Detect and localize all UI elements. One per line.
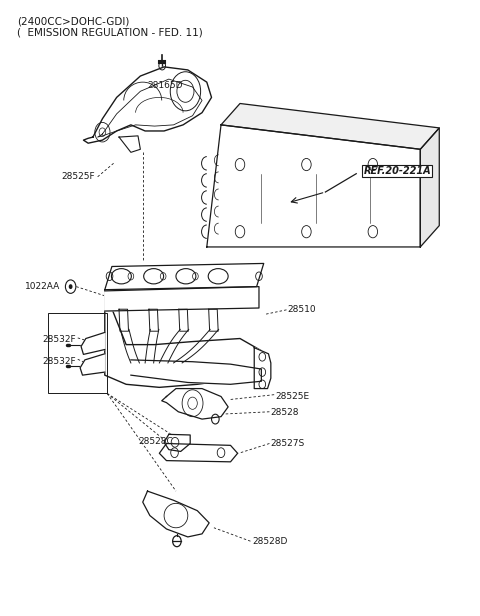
Circle shape [69, 284, 72, 289]
Polygon shape [80, 354, 105, 375]
Polygon shape [105, 286, 259, 311]
Polygon shape [105, 264, 264, 290]
Text: 28528C: 28528C [139, 437, 174, 445]
Polygon shape [420, 128, 439, 247]
Polygon shape [105, 291, 261, 387]
Text: (  EMISSION REGULATION - FED. 11): ( EMISSION REGULATION - FED. 11) [17, 27, 203, 37]
Text: 1022AA: 1022AA [24, 282, 60, 291]
Polygon shape [159, 444, 238, 462]
Text: 28532F: 28532F [43, 357, 76, 366]
Polygon shape [207, 125, 420, 247]
Text: REF.20-221A: REF.20-221A [363, 166, 431, 176]
Text: 28165D: 28165D [147, 81, 183, 90]
Polygon shape [221, 103, 439, 149]
Text: 28521A: 28521A [221, 265, 256, 275]
Text: 28510: 28510 [288, 306, 316, 314]
Bar [48, 313, 107, 394]
Polygon shape [143, 491, 209, 537]
Polygon shape [254, 347, 271, 389]
Polygon shape [84, 67, 212, 143]
Text: 28527S: 28527S [271, 439, 305, 448]
Polygon shape [131, 360, 261, 384]
Text: 28525F: 28525F [61, 172, 96, 181]
Polygon shape [119, 136, 140, 152]
Text: (2400CC>DOHC-GDI): (2400CC>DOHC-GDI) [17, 16, 130, 26]
Polygon shape [162, 389, 228, 419]
Text: 28528D: 28528D [252, 537, 287, 546]
Polygon shape [164, 434, 190, 452]
Text: 28532F: 28532F [43, 335, 76, 344]
Polygon shape [81, 333, 105, 354]
Text: 28525E: 28525E [276, 392, 310, 401]
Text: 28528: 28528 [271, 408, 300, 418]
